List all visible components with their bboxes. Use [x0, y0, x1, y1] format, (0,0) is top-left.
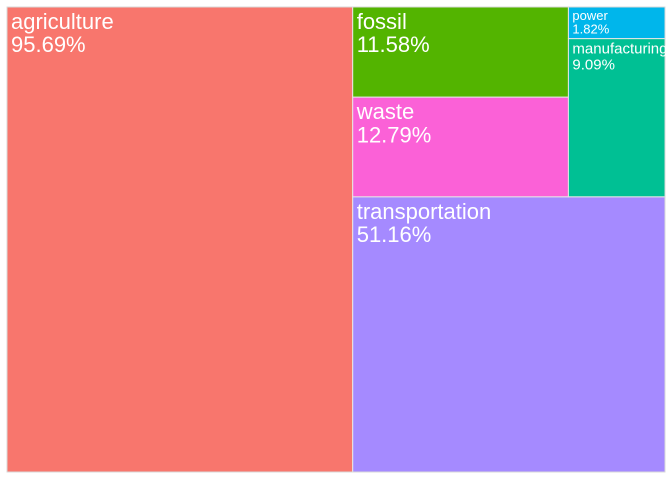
tile-manufacturing: [567, 38, 666, 198]
tile-value-agriculture: 95.69%: [11, 32, 86, 57]
tile-value-transportation: 51.16%: [357, 222, 432, 247]
tile-agriculture: [6, 6, 354, 473]
tile-label-waste: waste: [356, 99, 414, 124]
tile-transportation: [352, 196, 666, 473]
treemap-tiles: [6, 6, 666, 473]
tile-label-power: power: [572, 8, 608, 23]
tile-value-fossil: 11.58%: [357, 32, 430, 57]
plot-border: [6, 6, 666, 473]
tile-value-power: 1.82%: [572, 22, 609, 37]
tile-label-fossil: fossil: [357, 9, 407, 34]
tile-label-manufacturing: manufacturing: [572, 41, 667, 58]
tile-label-agriculture: agriculture: [11, 9, 114, 34]
tile-label-transportation: transportation: [357, 199, 492, 224]
tile-value-manufacturing: 9.09%: [572, 56, 615, 73]
tile-value-waste: 12.79%: [357, 122, 432, 147]
tile-fossil: [352, 6, 569, 98]
tile-waste: [352, 96, 569, 198]
